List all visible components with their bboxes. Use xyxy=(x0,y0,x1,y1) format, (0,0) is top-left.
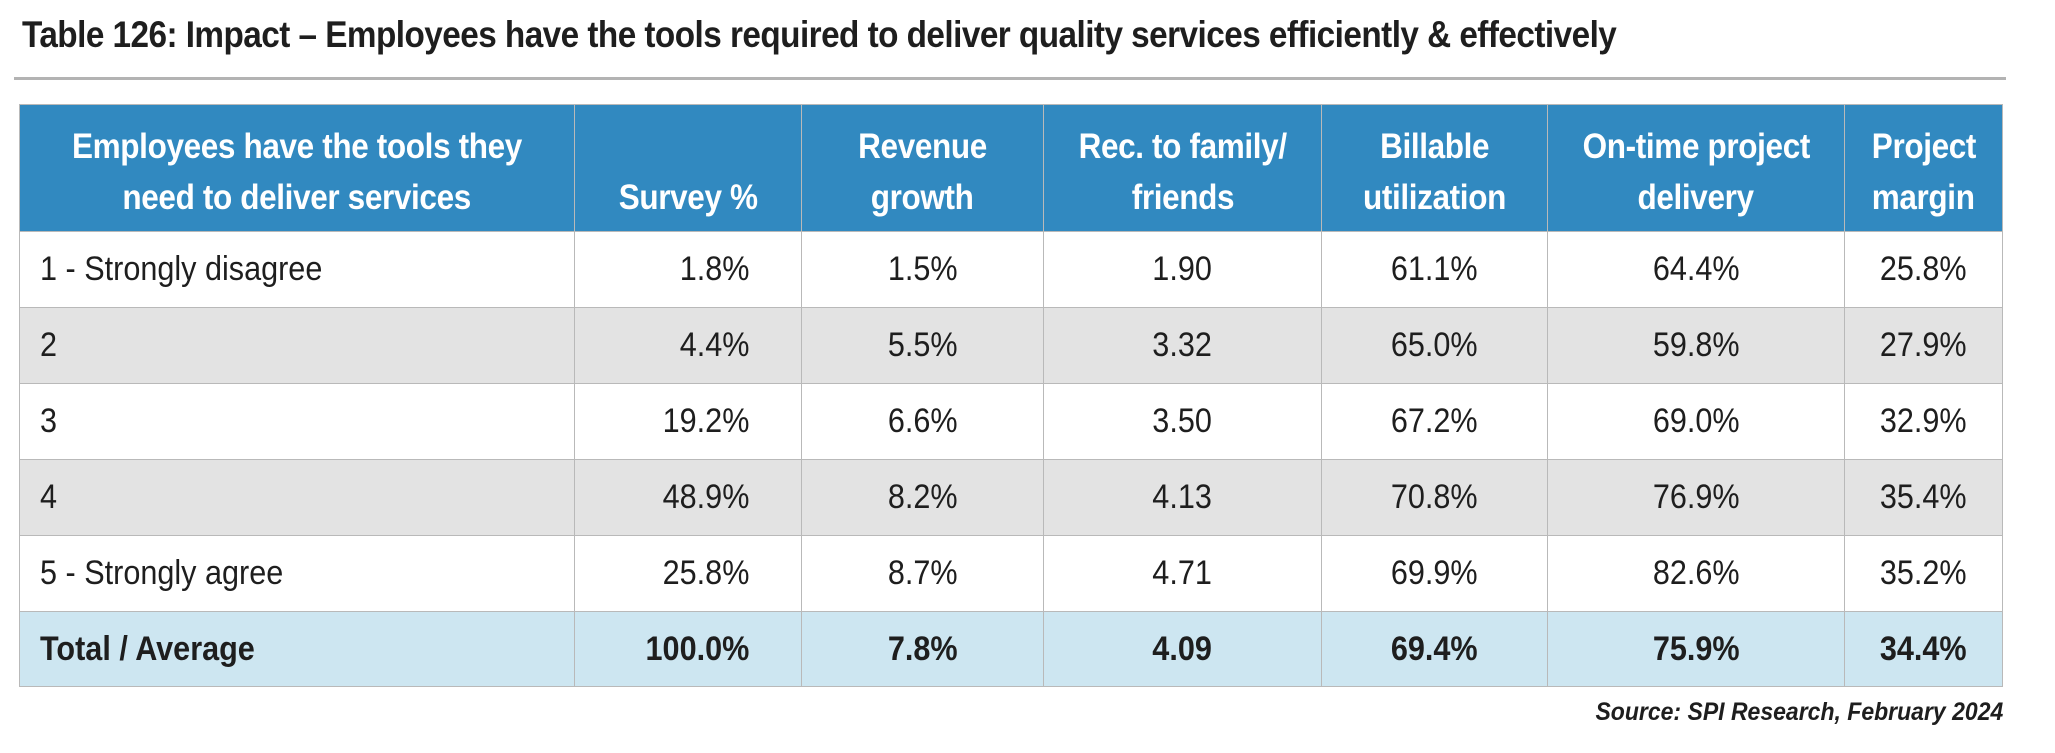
table-row: 4 48.9% 8.2% 4.13 70.8% 76.9% 35.4% xyxy=(19,459,2003,536)
column-header-survey: Survey % xyxy=(574,104,802,232)
total-project-margin: 34.4% xyxy=(1844,611,2003,687)
column-header-project-margin: Project margin xyxy=(1844,104,2003,232)
total-on-time-delivery: 75.9% xyxy=(1547,611,1845,687)
cell-project-margin: 35.2% xyxy=(1844,535,2003,612)
cell-on-time-delivery: 64.4% xyxy=(1547,231,1845,308)
table-title: Table 126: Impact – Employees have the t… xyxy=(22,14,1617,55)
total-row: Total / Average 100.0% 7.8% 4.09 69.4% 7… xyxy=(19,611,2003,687)
cell-project-margin: 25.8% xyxy=(1844,231,2003,308)
row-label: 5 - Strongly agree xyxy=(19,535,575,612)
cell-billable-utilization: 69.9% xyxy=(1321,535,1548,612)
row-label: 1 - Strongly disagree xyxy=(19,231,575,308)
cell-on-time-delivery: 82.6% xyxy=(1547,535,1845,612)
table-row: 1 - Strongly disagree 1.8% 1.5% 1.90 61.… xyxy=(19,231,2003,308)
column-header-employees-tools: Employees have the tools they need to de… xyxy=(19,104,575,232)
column-header-on-time-delivery: On-time project delivery xyxy=(1547,104,1845,232)
cell-billable-utilization: 70.8% xyxy=(1321,459,1548,536)
title-divider xyxy=(14,77,2006,80)
header-row: Employees have the tools they need to de… xyxy=(19,104,2003,232)
cell-rec-family-friends: 3.50 xyxy=(1043,383,1322,460)
column-header-revenue-growth: Revenue growth xyxy=(801,104,1044,232)
cell-rec-family-friends: 3.32 xyxy=(1043,307,1322,384)
cell-billable-utilization: 67.2% xyxy=(1321,383,1548,460)
cell-on-time-delivery: 69.0% xyxy=(1547,383,1845,460)
source-note: Source: SPI Research, February 2024 xyxy=(1595,698,2003,726)
total-label: Total / Average xyxy=(19,611,575,687)
row-label: 3 xyxy=(19,383,575,460)
table-row: 2 4.4% 5.5% 3.32 65.0% 59.8% 27.9% xyxy=(19,307,2003,384)
row-label: 4 xyxy=(19,459,575,536)
cell-project-margin: 32.9% xyxy=(1844,383,2003,460)
cell-rec-family-friends: 1.90 xyxy=(1043,231,1322,308)
column-header-billable-utilization: Billable utilization xyxy=(1321,104,1548,232)
cell-survey: 48.9% xyxy=(574,459,802,536)
cell-survey: 25.8% xyxy=(574,535,802,612)
table-row: 5 - Strongly agree 25.8% 8.7% 4.71 69.9%… xyxy=(19,535,2003,612)
cell-rec-family-friends: 4.71 xyxy=(1043,535,1322,612)
cell-project-margin: 27.9% xyxy=(1844,307,2003,384)
cell-revenue-growth: 8.7% xyxy=(801,535,1044,612)
cell-revenue-growth: 6.6% xyxy=(801,383,1044,460)
table-row: 3 19.2% 6.6% 3.50 67.2% 69.0% 32.9% xyxy=(19,383,2003,460)
cell-revenue-growth: 5.5% xyxy=(801,307,1044,384)
cell-billable-utilization: 65.0% xyxy=(1321,307,1548,384)
column-header-rec-family-friends: Rec. to family/ friends xyxy=(1043,104,1322,232)
cell-rec-family-friends: 4.13 xyxy=(1043,459,1322,536)
cell-revenue-growth: 8.2% xyxy=(801,459,1044,536)
row-label: 2 xyxy=(19,307,575,384)
total-survey: 100.0% xyxy=(574,611,802,687)
cell-on-time-delivery: 59.8% xyxy=(1547,307,1845,384)
total-revenue-growth: 7.8% xyxy=(801,611,1044,687)
results-table: Employees have the tools they need to de… xyxy=(19,104,2003,687)
cell-on-time-delivery: 76.9% xyxy=(1547,459,1845,536)
cell-project-margin: 35.4% xyxy=(1844,459,2003,536)
cell-survey: 19.2% xyxy=(574,383,802,460)
cell-revenue-growth: 1.5% xyxy=(801,231,1044,308)
total-rec-family-friends: 4.09 xyxy=(1043,611,1322,687)
total-billable-utilization: 69.4% xyxy=(1321,611,1548,687)
cell-survey: 1.8% xyxy=(574,231,802,308)
cell-billable-utilization: 61.1% xyxy=(1321,231,1548,308)
cell-survey: 4.4% xyxy=(574,307,802,384)
